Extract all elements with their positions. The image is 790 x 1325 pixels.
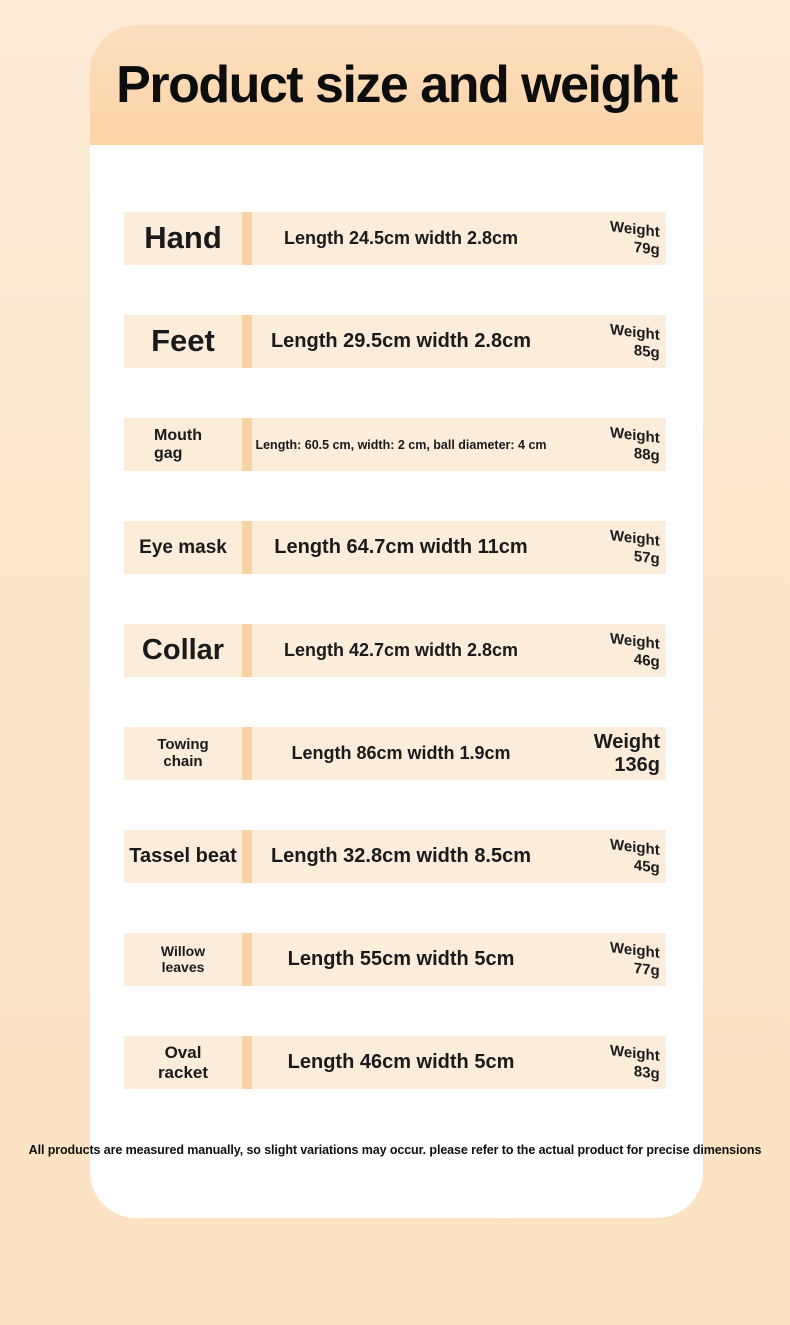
dimensions-text: Length 64.7cm width 11cm	[274, 536, 528, 558]
product-name: Hand	[144, 220, 222, 256]
column-divider	[242, 212, 252, 265]
dimensions-text: Length 29.5cm width 2.8cm	[270, 330, 532, 352]
weight-block: Weight 79g	[610, 218, 660, 259]
weight-block: Weight 77g	[610, 939, 660, 980]
table-row-feet: Feet Length 29.5cm width 2.8cm Weight 85…	[124, 315, 666, 368]
table-row-towing-chain: Towing chain Length 86cm width 1.9cm Wei…	[124, 727, 666, 780]
table-row-willow-leaves: Willow leaves Length 55cm width 5cm Weig…	[124, 933, 666, 986]
weight-block: Weight 83g	[610, 1042, 660, 1083]
size-table: Hand Length 24.5cm width 2.8cm Weight 79…	[90, 145, 703, 1089]
weight-label: Weight	[593, 731, 660, 754]
dimensions-text: Length 46cm width 5cm	[287, 1051, 515, 1073]
dimensions-text: Length 24.5cm width 2.8cm	[283, 228, 519, 248]
product-name: Towing chain	[157, 735, 209, 770]
dimensions-text: Length 32.8cm width 8.5cm	[270, 845, 532, 867]
weight-value: 136g	[614, 753, 660, 776]
column-divider	[242, 624, 252, 677]
column-divider	[242, 315, 252, 368]
weight-block: Weight 88g	[610, 424, 660, 465]
column-divider	[242, 727, 252, 780]
weight-block: Weight 45g	[610, 836, 660, 877]
product-name: Willow leaves	[160, 942, 206, 975]
weight-block: Weight 85g	[610, 321, 660, 362]
table-row-collar: Collar Length 42.7cm width 2.8cm Weight …	[124, 624, 666, 677]
product-name: Oval racket	[157, 1043, 209, 1082]
weight-block: Weight 57g	[610, 527, 660, 568]
product-name: Collar	[141, 634, 225, 667]
dimensions-text: Length 86cm width 1.9cm	[291, 743, 511, 763]
column-divider	[242, 521, 252, 574]
page-title: Product size and weight	[116, 56, 678, 114]
column-divider	[242, 830, 252, 883]
product-name: Mouth gag	[154, 426, 202, 462]
product-name: Tassel beat	[129, 845, 237, 868]
product-card: Product size and weight Hand Length 24.5…	[90, 25, 703, 1218]
table-row-mouth-gag: Mouth gag Length: 60.5 cm, width: 2 cm, …	[124, 418, 666, 471]
table-row-tassel-beat: Tassel beat Length 32.8cm width 8.5cm We…	[124, 830, 666, 883]
dimensions-text: Length: 60.5 cm, width: 2 cm, ball diame…	[255, 437, 547, 452]
weight-block: Weight 46g	[610, 630, 660, 671]
column-divider	[242, 418, 252, 471]
dimensions-text: Length 42.7cm width 2.8cm	[283, 640, 519, 660]
weight-block: Weight 136g	[594, 731, 660, 776]
dimensions-text: Length 55cm width 5cm	[287, 948, 515, 970]
product-name: Feet	[151, 323, 215, 359]
product-name: Eye mask	[139, 536, 227, 558]
table-row-eye-mask: Eye mask Length 64.7cm width 11cm Weight…	[124, 521, 666, 574]
table-row-hand: Hand Length 24.5cm width 2.8cm Weight 79…	[124, 212, 666, 265]
footer-disclaimer: All products are measured manually, so s…	[28, 1143, 762, 1157]
header-band: Product size and weight	[90, 25, 703, 145]
column-divider	[242, 933, 252, 986]
column-divider	[242, 1036, 252, 1089]
table-row-oval-racket: Oval racket Length 46cm width 5cm Weight…	[124, 1036, 666, 1089]
